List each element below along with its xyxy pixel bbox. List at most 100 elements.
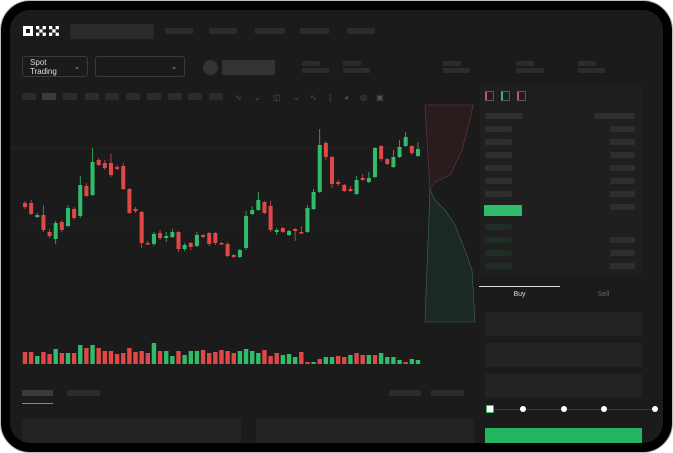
tab-buy[interactable]: Buy	[479, 286, 560, 302]
candle[interactable]	[299, 232, 304, 234]
candle[interactable]	[47, 232, 52, 236]
timeframe-button[interactable]	[126, 93, 140, 100]
candle[interactable]	[145, 243, 150, 245]
camera-icon[interactable]: ◕	[344, 93, 349, 102]
candle[interactable]	[121, 166, 126, 189]
candle[interactable]	[348, 189, 353, 191]
candle[interactable]	[250, 210, 255, 214]
candle[interactable]	[311, 192, 316, 209]
candle[interactable]	[115, 167, 120, 169]
candle[interactable]	[379, 146, 384, 159]
timeframe-button[interactable]	[188, 93, 202, 100]
timeframe-button[interactable]	[63, 93, 77, 100]
candle[interactable]	[330, 157, 334, 184]
candle[interactable]	[225, 244, 230, 256]
candle[interactable]	[268, 206, 273, 230]
candle[interactable]	[385, 159, 390, 164]
candle[interactable]	[280, 228, 285, 232]
candle[interactable]	[158, 233, 163, 238]
candle[interactable]	[139, 212, 144, 243]
candle[interactable]	[244, 216, 249, 248]
candle[interactable]	[176, 232, 181, 249]
candle[interactable]	[164, 236, 169, 238]
leverage-slider-track[interactable]	[490, 409, 655, 410]
candle[interactable]	[151, 234, 156, 244]
candle[interactable]	[323, 143, 328, 157]
slider-step[interactable]	[561, 406, 567, 412]
orderbook-asks-icon[interactable]	[517, 91, 526, 101]
candle[interactable]	[133, 209, 138, 211]
candle[interactable]	[256, 200, 261, 210]
candle[interactable]	[317, 145, 322, 192]
timeframe-button[interactable]	[42, 93, 56, 100]
candle[interactable]	[188, 243, 193, 247]
candle[interactable]	[213, 233, 218, 243]
candle[interactable]	[29, 203, 34, 214]
candle[interactable]	[360, 178, 365, 180]
candle[interactable]	[201, 235, 206, 237]
candle[interactable]	[274, 230, 279, 232]
slider-step[interactable]	[652, 406, 658, 412]
nav-item[interactable]	[255, 28, 285, 34]
candle[interactable]	[403, 137, 408, 146]
line-icon[interactable]: ∿	[310, 93, 317, 102]
candle[interactable]	[102, 163, 107, 168]
fullscreen-icon[interactable]: ▣	[376, 93, 384, 102]
candle[interactable]	[96, 160, 101, 165]
slider-handle[interactable]	[486, 405, 494, 413]
spot-trading-dropdown[interactable]: Spot Trading ⌄	[22, 56, 88, 77]
candle[interactable]	[194, 235, 199, 246]
orderbook-both-icon[interactable]	[485, 91, 494, 101]
candle[interactable]	[78, 185, 83, 216]
total-input[interactable]	[485, 374, 642, 398]
nav-item[interactable]	[165, 28, 193, 34]
candle[interactable]	[231, 255, 236, 257]
candle[interactable]	[53, 223, 58, 239]
candle[interactable]	[65, 208, 70, 226]
candle[interactable]	[336, 182, 341, 184]
candle[interactable]	[219, 243, 224, 245]
candle[interactable]	[84, 186, 89, 196]
chevron-down-icon[interactable]: ⌄	[254, 93, 261, 102]
orderbook-bids-icon[interactable]	[501, 91, 510, 101]
candle[interactable]	[35, 215, 40, 217]
slider-step[interactable]	[520, 406, 526, 412]
timeframe-button[interactable]	[147, 93, 161, 100]
settings-icon[interactable]: ◎	[360, 93, 367, 102]
chevron-down-icon[interactable]: ⌄	[293, 93, 300, 102]
timeframe-button[interactable]	[209, 93, 223, 100]
bottom-action[interactable]	[389, 390, 421, 396]
nav-item[interactable]	[209, 28, 237, 34]
price-input[interactable]	[485, 312, 642, 336]
candle[interactable]	[72, 209, 77, 218]
candle[interactable]	[354, 180, 359, 194]
bottom-action[interactable]	[431, 390, 464, 396]
draw-icon[interactable]: ❲	[327, 93, 334, 102]
candle[interactable]	[287, 231, 292, 235]
candle[interactable]	[366, 178, 371, 182]
timeframe-button[interactable]	[168, 93, 182, 100]
timeframe-button[interactable]	[22, 93, 36, 100]
candle[interactable]	[127, 189, 132, 213]
tab-sell[interactable]: Sell	[563, 286, 644, 302]
chart-type-icon[interactable]: ◫	[273, 93, 281, 102]
candle[interactable]	[90, 162, 95, 195]
candle[interactable]	[409, 146, 414, 153]
slider-step[interactable]	[601, 406, 607, 412]
buy-submit-button[interactable]	[485, 428, 642, 443]
candle[interactable]	[397, 147, 402, 157]
candle[interactable]	[237, 250, 242, 257]
timeframe-button[interactable]	[85, 93, 99, 100]
candle[interactable]	[262, 202, 267, 213]
candle[interactable]	[207, 233, 212, 244]
timeframe-button[interactable]	[105, 93, 119, 100]
candle[interactable]	[59, 222, 64, 230]
candle[interactable]	[41, 215, 46, 230]
candlestick-chart[interactable]	[10, 10, 663, 443]
okx-logo[interactable]	[22, 25, 62, 37]
candle[interactable]	[182, 245, 187, 249]
nav-item[interactable]	[300, 28, 329, 34]
search-bar[interactable]	[70, 24, 154, 39]
nav-item[interactable]	[347, 28, 375, 34]
candle[interactable]	[23, 203, 27, 207]
